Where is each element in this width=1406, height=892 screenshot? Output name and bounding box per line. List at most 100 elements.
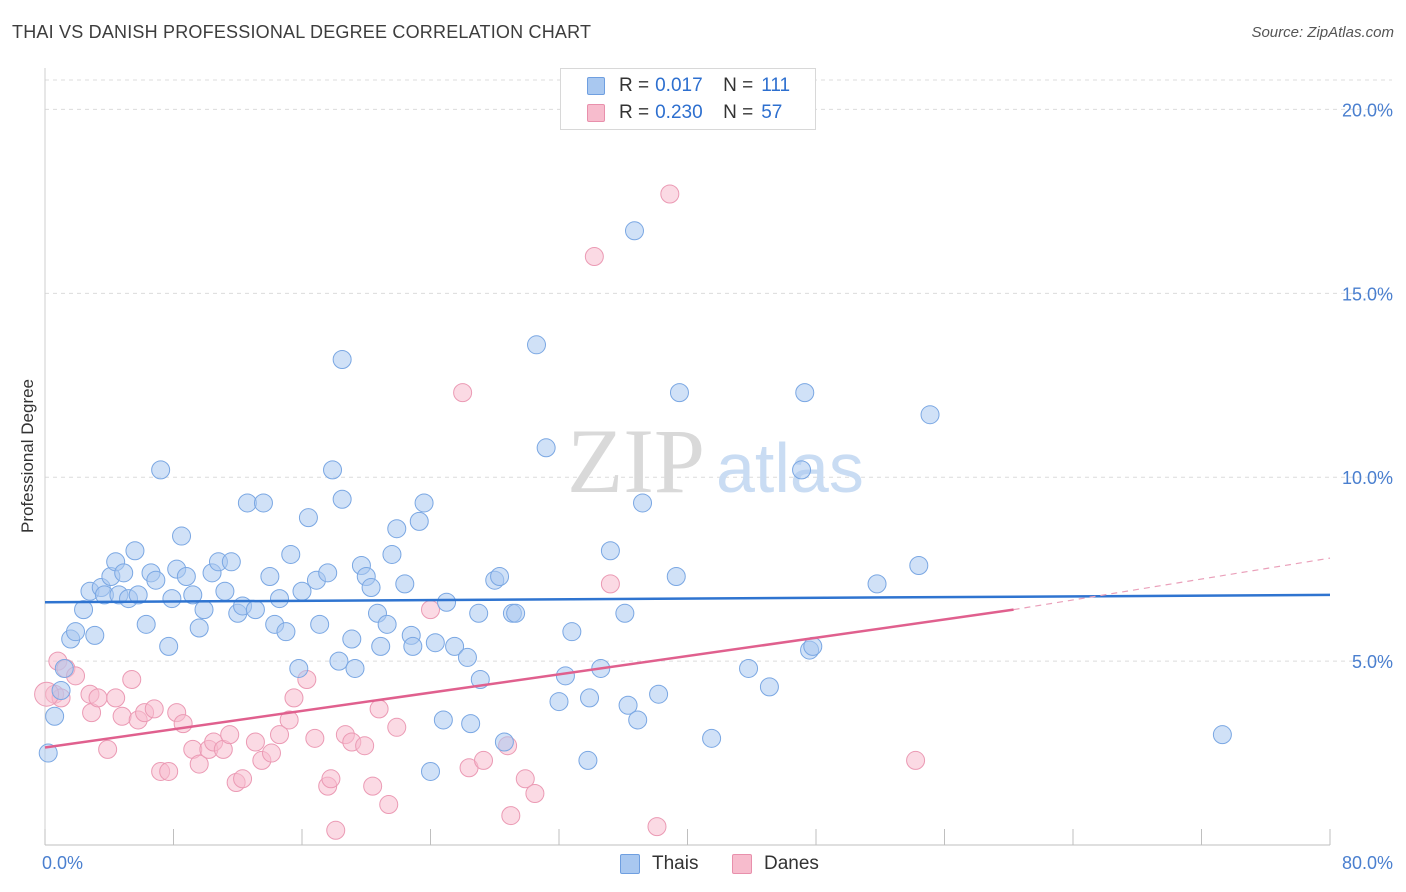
bottom-legend-thais[interactable]: Thais <box>620 852 698 876</box>
thais-point <box>54 658 74 678</box>
thais-point <box>146 570 166 590</box>
thais-trend-line <box>44 593 1331 604</box>
thais-r-value: 0.017 <box>655 75 703 96</box>
thais-point <box>245 600 265 620</box>
thais-point <box>490 567 510 587</box>
danes-point <box>501 806 521 826</box>
thais-point <box>437 592 457 612</box>
thais-point <box>237 493 257 513</box>
thais-point <box>527 335 547 355</box>
thais-point <box>162 589 182 609</box>
danes-r-value: 0.230 <box>655 102 703 123</box>
thais-point <box>909 555 929 575</box>
watermark-zip: ZIP <box>567 410 705 512</box>
thais-point <box>759 677 779 697</box>
thais-point <box>395 574 415 594</box>
legend-row-danes: R = 0.230 N = 57 <box>587 102 782 124</box>
danes-point <box>363 776 383 796</box>
thais-point <box>183 585 203 605</box>
thais-point <box>578 750 598 770</box>
danes-point <box>284 688 304 708</box>
danes-point <box>233 769 253 789</box>
danes-point <box>189 754 209 774</box>
thais-point <box>1212 725 1232 745</box>
thais-point <box>445 636 465 656</box>
x-tick-label-max: 80.0% <box>1342 853 1393 873</box>
danes-point <box>106 688 126 708</box>
danes-point <box>98 739 118 759</box>
thais-legend-label: Thais <box>652 853 699 874</box>
danes-point <box>261 743 281 763</box>
danes-point <box>647 817 667 837</box>
thais-point <box>867 574 887 594</box>
thais-point <box>215 581 235 601</box>
thais-point <box>618 695 638 715</box>
thais-point <box>615 603 635 623</box>
danes-point <box>220 725 240 745</box>
thais-point <box>633 493 653 513</box>
thais-point <box>469 603 489 623</box>
danes-point <box>326 820 346 840</box>
thais-point <box>457 647 477 667</box>
n-label: N = <box>723 75 754 96</box>
thais-point <box>221 552 241 572</box>
thais-point <box>318 563 338 583</box>
thais-point <box>310 614 330 634</box>
thais-point <box>289 658 309 678</box>
thais-point <box>85 625 105 645</box>
thais-point <box>125 541 145 561</box>
x-tick-label-min: 0.0% <box>42 853 83 873</box>
danes-point <box>421 600 440 620</box>
thais-point <box>792 460 812 480</box>
thais-point <box>580 688 600 708</box>
thais-point <box>51 681 71 701</box>
danes-point <box>584 247 604 267</box>
thais-point <box>433 710 453 730</box>
thais-point <box>66 622 86 642</box>
r-label: R = <box>619 102 650 123</box>
danes-point <box>474 750 494 770</box>
danes-point <box>525 784 545 804</box>
y-tick-label: 5.0% <box>1352 652 1393 672</box>
thais-point <box>38 743 58 763</box>
thais-point <box>253 493 273 513</box>
danes-point <box>159 761 179 781</box>
axes <box>44 68 1331 846</box>
danes-legend-swatch <box>732 854 752 874</box>
thais-n-value: 111 <box>761 75 791 96</box>
thais-point <box>920 405 940 425</box>
danes-point <box>515 769 535 789</box>
danes-point <box>321 769 341 789</box>
thais-point <box>506 603 526 623</box>
thais-point <box>669 383 689 403</box>
thais-point <box>562 622 582 642</box>
thais-point <box>555 666 575 686</box>
danes-point <box>112 706 132 726</box>
danes-point <box>305 728 325 748</box>
danes-swatch <box>587 104 605 122</box>
thais-point <box>172 526 192 546</box>
danes-trend-line <box>44 608 1014 749</box>
danes-legend-label: Danes <box>764 853 819 874</box>
thais-point <box>371 636 391 656</box>
thais-point <box>549 692 569 712</box>
thais-points <box>38 221 1232 781</box>
n-label: N = <box>723 102 754 123</box>
thais-point <box>332 489 352 509</box>
thais-point <box>194 600 214 620</box>
chart-title: THAI VS DANISH PROFESSIONAL DEGREE CORRE… <box>12 22 592 42</box>
thais-point <box>342 629 362 649</box>
tick-labels: 5.0% 10.0% 15.0% 20.0% 0.0% 80.0% <box>42 100 1393 873</box>
danes-n-value: 57 <box>761 102 783 123</box>
thais-point <box>361 578 381 598</box>
thais-point <box>323 460 343 480</box>
thais-point <box>176 567 196 587</box>
thais-point <box>270 589 290 609</box>
source-label: Source: ZipAtlas.com <box>1251 24 1394 41</box>
danes-point <box>906 750 926 770</box>
thais-point <box>159 636 179 656</box>
bottom-legend-danes[interactable]: Danes <box>732 852 819 876</box>
thais-point <box>128 585 148 605</box>
thais-point <box>461 714 481 734</box>
danes-point <box>144 699 164 719</box>
